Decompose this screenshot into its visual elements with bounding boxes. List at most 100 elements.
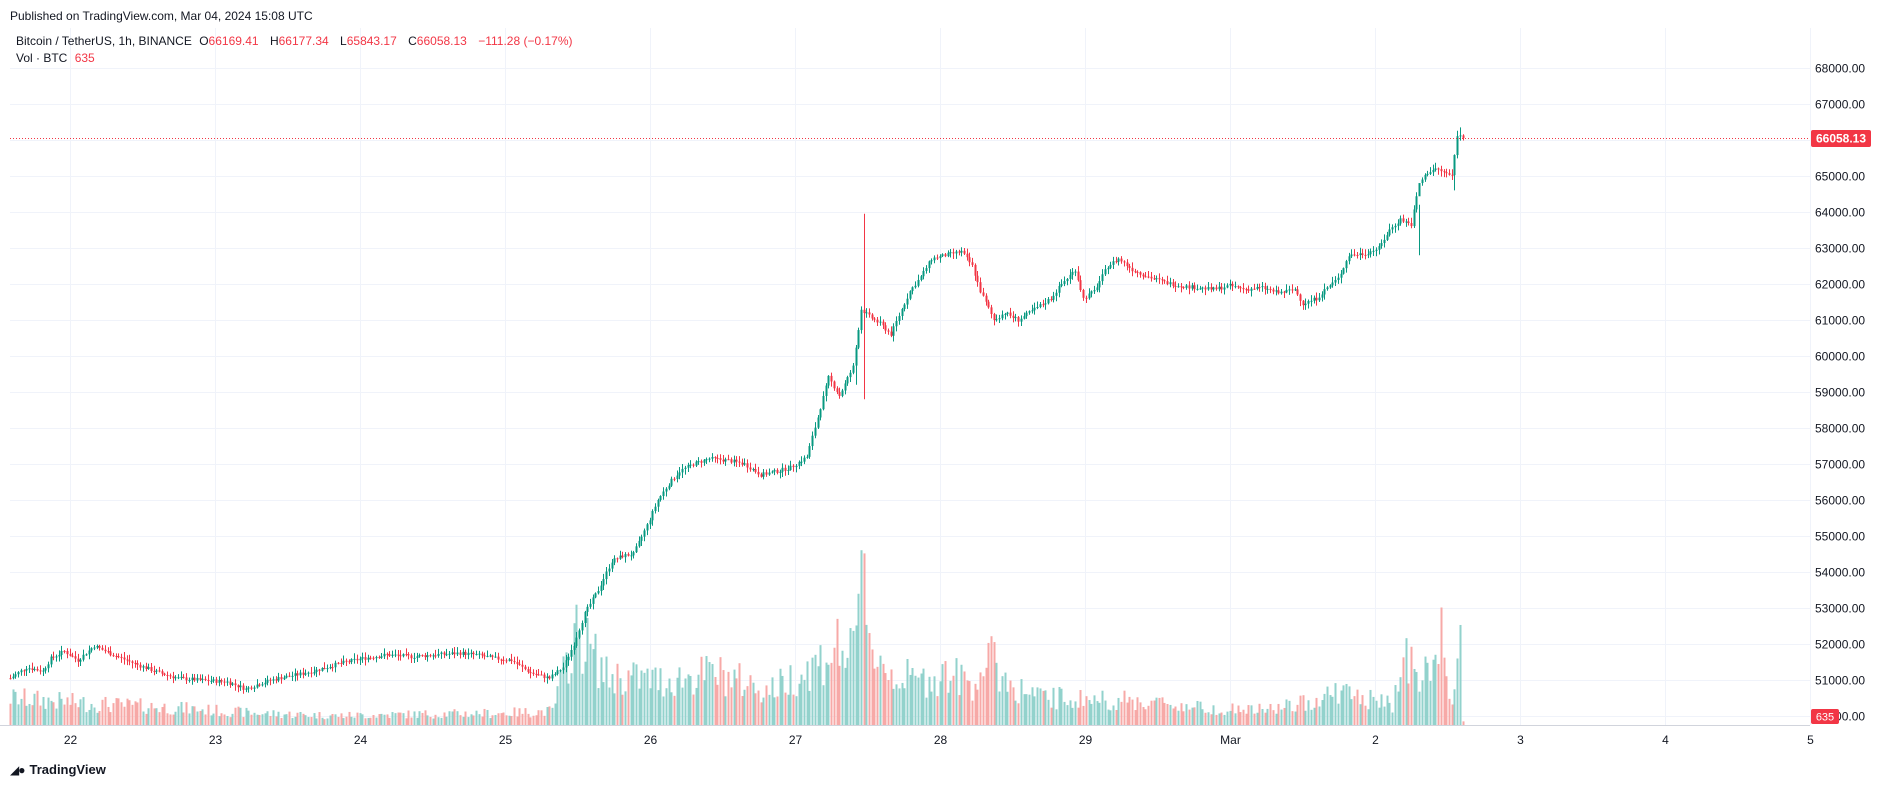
volume-bar: [437, 717, 440, 725]
volume-bar: [1077, 707, 1080, 725]
candle-body: [998, 318, 1001, 320]
x-tick-label: 27: [789, 733, 803, 747]
grid: [10, 28, 1811, 725]
volume-bar: [857, 593, 860, 725]
candle-body: [1383, 239, 1386, 244]
candle-body: [589, 603, 592, 607]
volume-bar: [491, 715, 494, 725]
volume-bar: [657, 690, 660, 725]
volume-bar: [730, 687, 733, 725]
volume-bar: [1044, 690, 1047, 725]
candle-body: [586, 606, 589, 612]
candle-body: [1264, 286, 1267, 290]
candle-body: [1177, 286, 1180, 288]
volume-bar: [277, 711, 280, 725]
candle-body: [822, 395, 825, 410]
volume-bar: [177, 706, 180, 725]
candle-body: [808, 446, 811, 457]
volume-bar: [822, 685, 825, 725]
candle-body: [1131, 267, 1134, 272]
candle-body: [697, 461, 700, 463]
volume-bar: [887, 680, 890, 725]
volume-bar: [269, 715, 272, 725]
candle-body: [1172, 282, 1175, 286]
volume-bar: [1196, 700, 1199, 725]
candle-body: [974, 264, 977, 276]
y-tick-label: 56000.00: [1815, 494, 1865, 508]
candle-body: [410, 655, 413, 659]
volume-bar: [77, 707, 80, 725]
candle-body: [1226, 285, 1229, 288]
candle-body: [535, 673, 538, 675]
candle-body: [1182, 286, 1185, 288]
volume-bar: [14, 691, 17, 725]
candle-body: [1074, 271, 1077, 273]
candle-body: [567, 656, 570, 661]
candle-body: [768, 472, 771, 475]
volume-bar: [17, 704, 20, 725]
candle-body: [871, 314, 874, 319]
candle-body: [321, 667, 324, 671]
candle-body: [147, 666, 150, 669]
candle-body: [318, 669, 321, 671]
candle-body: [958, 251, 961, 253]
volume-bar: [762, 697, 765, 725]
candle-body: [1001, 314, 1004, 319]
volume-bar: [258, 714, 261, 725]
volume-bar: [193, 706, 196, 725]
volume-bar: [294, 716, 297, 725]
candle-body: [172, 676, 175, 679]
volume-bar: [982, 676, 985, 725]
volume-bar: [714, 677, 717, 725]
volume-label: Vol · BTC: [16, 51, 68, 65]
candle-body: [833, 381, 836, 389]
candle-body: [356, 658, 359, 661]
volume-bar: [1462, 721, 1465, 725]
candle-body: [315, 669, 318, 673]
volume-bar: [1161, 697, 1164, 725]
volume-bar: [643, 672, 646, 725]
candle-body: [917, 279, 920, 286]
candle-body: [275, 679, 278, 681]
volume-bar: [456, 711, 459, 725]
volume-bar: [635, 664, 638, 725]
candle-body: [695, 461, 698, 466]
candle-body: [52, 656, 55, 658]
candle-body: [1462, 135, 1465, 138]
volume-bar: [1247, 705, 1250, 725]
candle-body: [616, 558, 619, 560]
volume-bar: [1223, 714, 1226, 725]
volume-bar: [25, 705, 28, 725]
volume-bar: [483, 708, 486, 725]
candle-body: [1331, 282, 1334, 286]
volume-bar: [516, 716, 519, 725]
tradingview-logo[interactable]: ◢● TradingView: [10, 762, 106, 777]
volume-bar: [711, 664, 714, 725]
candle-body: [1093, 290, 1096, 292]
volume-bar: [1071, 707, 1074, 725]
volume-bar: [1104, 700, 1107, 725]
volume-bar: [315, 718, 318, 725]
candle-body: [1117, 258, 1120, 262]
volume-bar: [1348, 686, 1351, 725]
price-candles: [9, 127, 1465, 694]
last-volume-badge: 635: [1811, 709, 1839, 724]
volume-bar: [1052, 687, 1055, 725]
candle-body: [1201, 287, 1204, 289]
candle-body: [676, 475, 679, 480]
volume-bar: [253, 712, 256, 725]
volume-bar: [559, 671, 562, 725]
volume-bar: [1201, 709, 1204, 725]
volume-bar: [1172, 708, 1175, 725]
candle-body: [920, 276, 923, 280]
volume-bar: [922, 668, 925, 725]
candle-body: [191, 677, 194, 680]
volume-bar: [369, 717, 372, 725]
volume-bar: [1307, 700, 1310, 725]
volume-bar: [936, 696, 939, 725]
candle-body: [518, 663, 521, 665]
candle-body: [128, 660, 131, 662]
volume-bar: [215, 704, 218, 725]
volume-bar: [500, 713, 503, 725]
